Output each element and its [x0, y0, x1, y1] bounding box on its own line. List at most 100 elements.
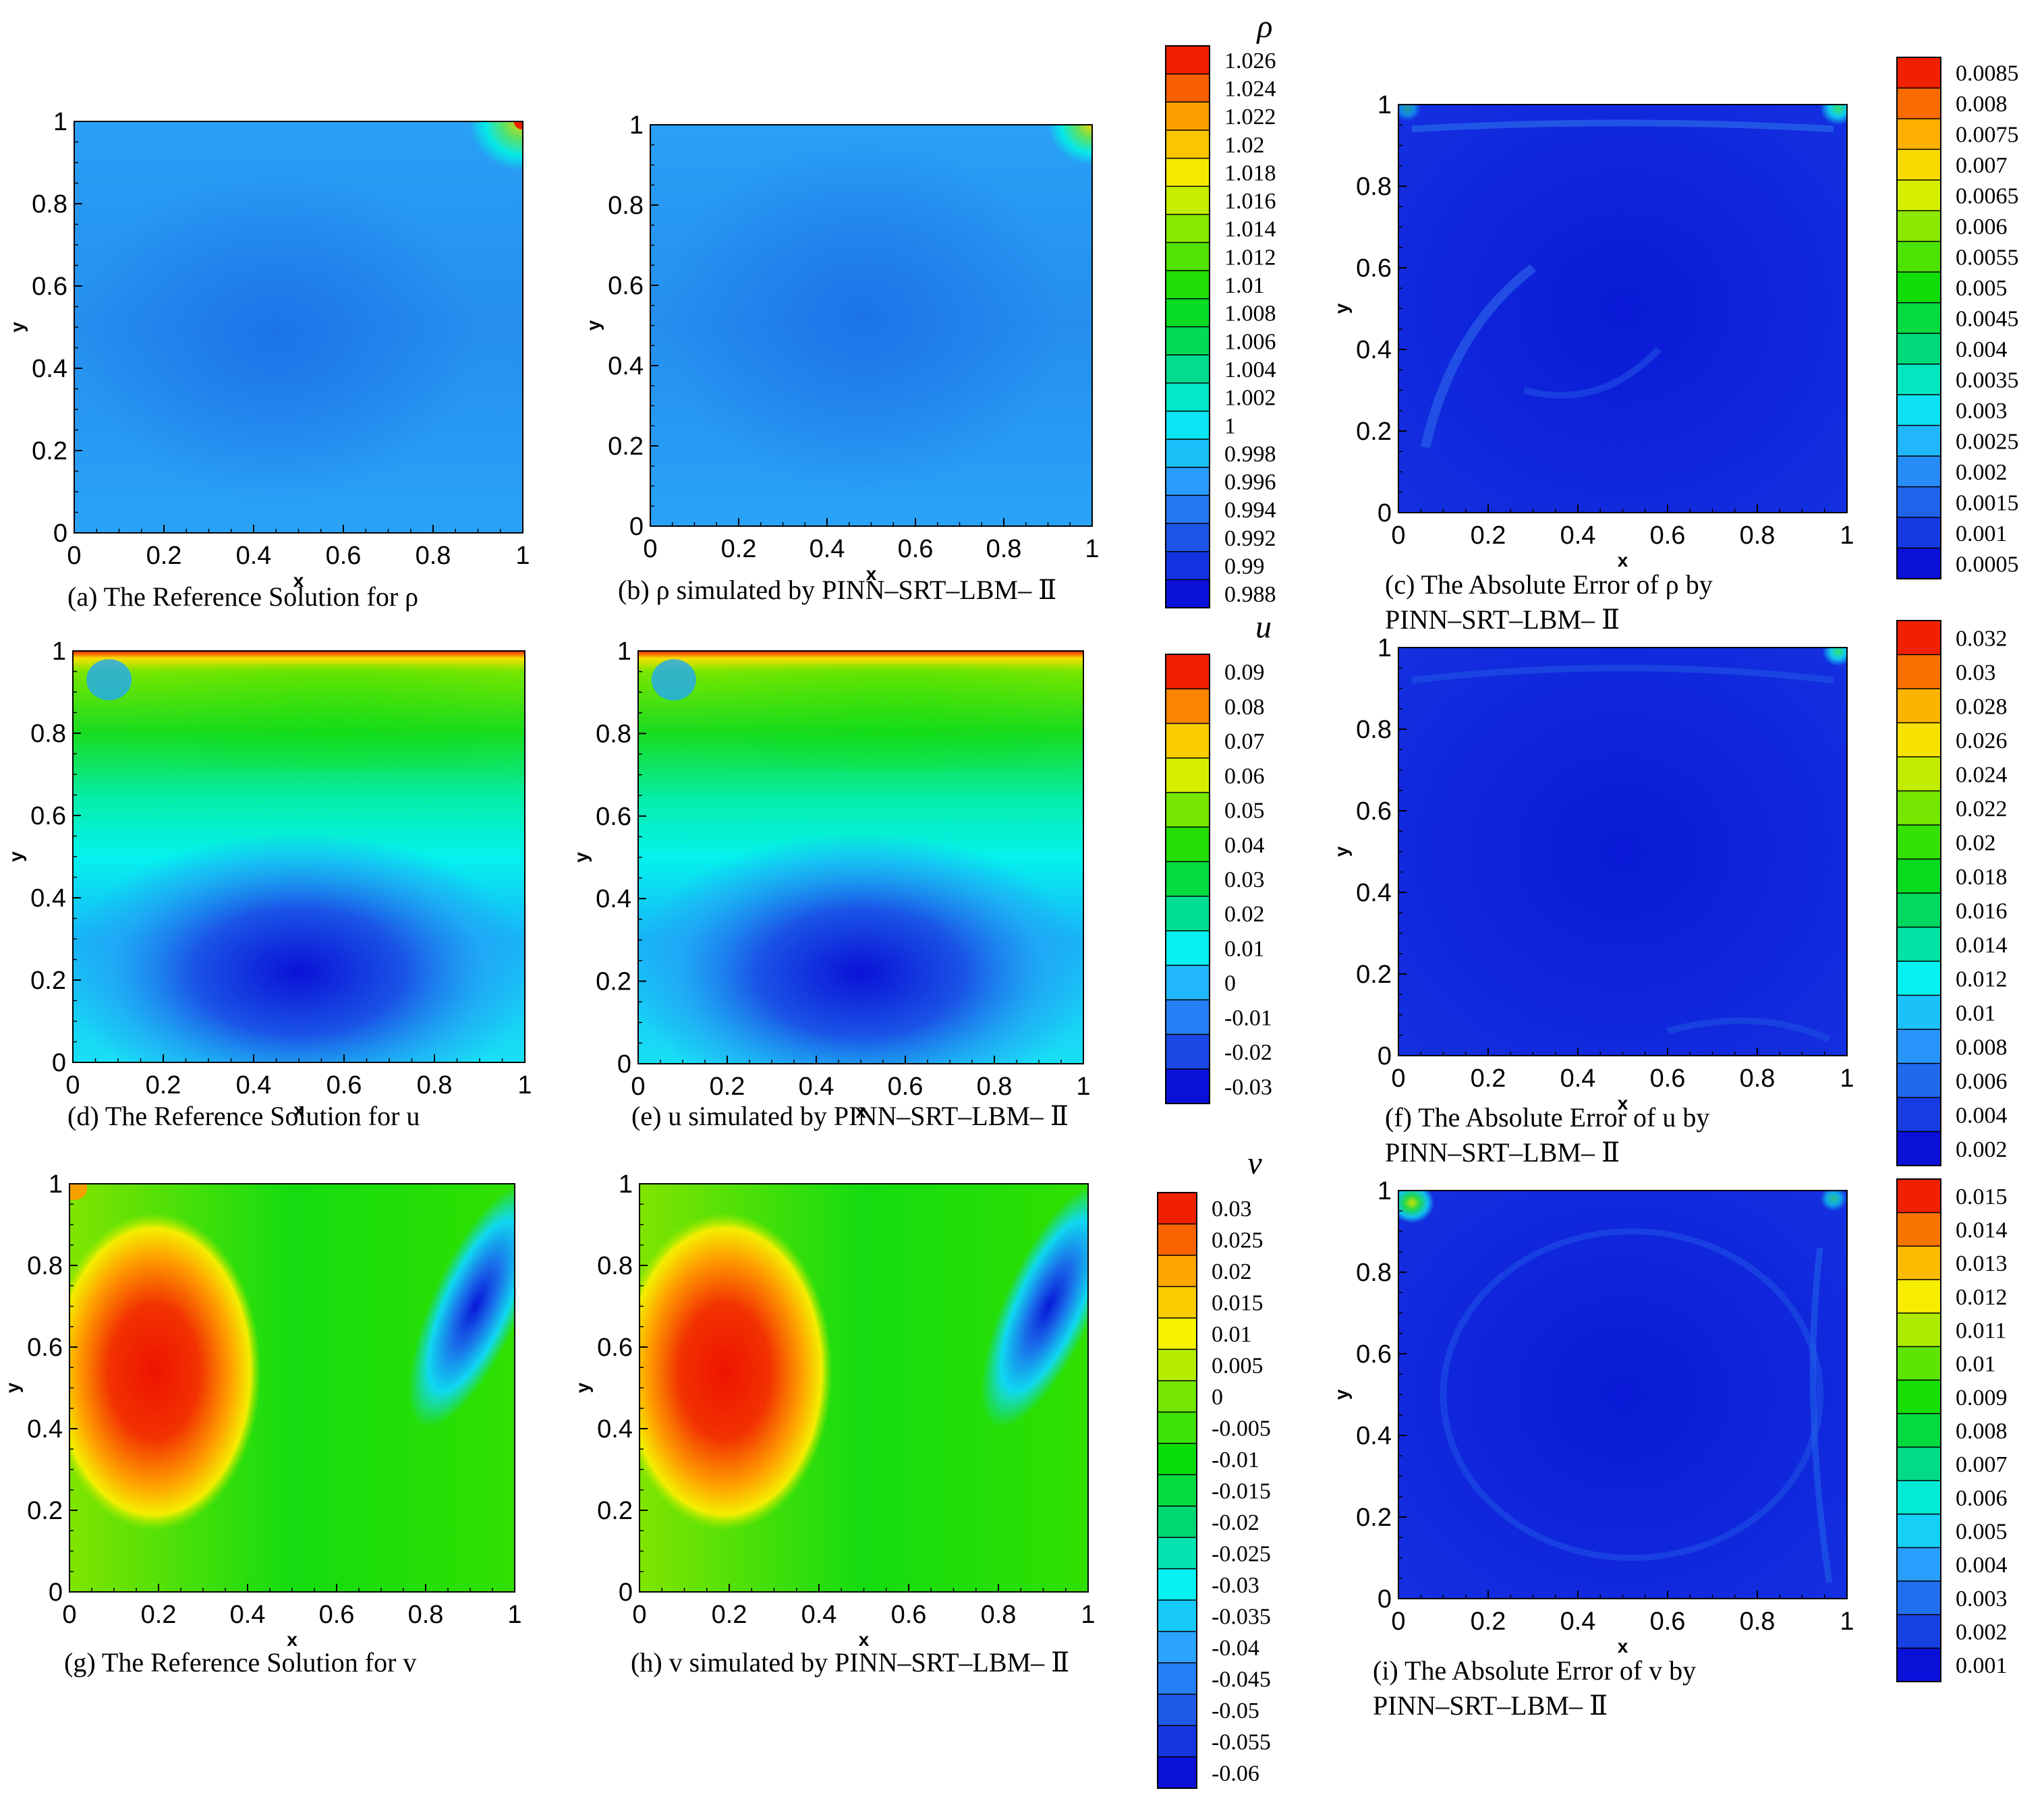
colorbar-label: 0	[1212, 1385, 1223, 1410]
colorbar-swatch	[1897, 1063, 1941, 1098]
colorbar-swatch	[1897, 961, 1941, 996]
y-axis-label: y	[571, 852, 592, 863]
colorbar-swatch	[1158, 1380, 1197, 1412]
y-tick-label: 0.6	[27, 1334, 63, 1362]
y-tick-label: 1	[629, 111, 644, 140]
y-tick-label: 1	[619, 1170, 633, 1199]
colorbar-swatch	[1158, 1537, 1197, 1570]
colorbar-label: 0.009	[1956, 1385, 2008, 1410]
colorbar-label: 0.0015	[1956, 490, 2019, 515]
colorbar-swatch	[1897, 621, 1941, 656]
colorbar-label: -0.03	[1224, 1075, 1272, 1099]
y-tick-label: 1	[53, 108, 67, 136]
colorbar-swatch	[1166, 1000, 1210, 1035]
x-tick-label: 0.2	[1471, 1607, 1506, 1636]
colorbar-swatch	[1897, 722, 1941, 757]
colorbar-swatch	[1158, 1568, 1197, 1601]
colorbar-label: 0.0035	[1956, 368, 2019, 393]
panel-e: 0 0.2 0.4 0.6 0.8 1 0 0.2 0.4 0.6 0.8 1 x y (e) u simu…	[571, 637, 1091, 1131]
field-ripple	[1809, 1247, 1833, 1583]
colorbar-label: 0.988	[1224, 582, 1276, 607]
colorbar-v: 0.03 0.025 0.02 0.015 0.01 0.005 0 -0.005 -0.01 -…	[1157, 1145, 1271, 1789]
colorbar-swatch	[1166, 965, 1210, 1000]
colorbar-swatch	[1158, 1756, 1197, 1789]
x-tick-label: 0.6	[888, 1073, 924, 1101]
x-axis-label: x	[287, 1629, 297, 1650]
colorbar-swatch	[1897, 1614, 1941, 1649]
colorbar-symbol: ρ	[1255, 9, 1272, 45]
y-tick-label: 0.2	[27, 1497, 63, 1525]
colorbar-label: 0.007	[1956, 153, 2008, 178]
x-tick-label: 1	[1840, 1064, 1854, 1093]
colorbar-label: 0.07	[1224, 729, 1265, 754]
colorbar-label: 0.015	[1956, 1184, 2008, 1209]
field-hotspot	[1820, 1191, 1847, 1211]
colorbar-label: 1.006	[1224, 329, 1276, 354]
x-tick-label: 0.6	[1650, 521, 1686, 550]
heatmap-field	[640, 1184, 1088, 1592]
colorbar-label: 0.025	[1212, 1228, 1264, 1253]
colorbar-label: 0.001	[1956, 1653, 2008, 1678]
x-tick-label: 0	[631, 1073, 645, 1101]
colorbar-label: -0.05	[1212, 1698, 1259, 1723]
x-tick-label: 0.2	[1471, 521, 1506, 550]
colorbar-label: -0.025	[1212, 1541, 1271, 1566]
y-tick-label: 1	[49, 1170, 63, 1199]
colorbar-swatch	[1897, 927, 1941, 962]
x-tick-label: 0	[1391, 1607, 1405, 1636]
colorbar-label: 1.018	[1224, 161, 1276, 185]
y-axis-label: y	[572, 1382, 593, 1393]
y-axis-label: y	[1331, 303, 1352, 314]
x-tick-label: 0.8	[981, 1601, 1017, 1629]
colorbar-swatch	[1897, 1246, 1941, 1280]
colorbar-label: 0.008	[1956, 1419, 2008, 1444]
colorbar-swatch	[1158, 1506, 1197, 1538]
field-high-corner	[1048, 125, 1092, 165]
colorbar-label: 0.015	[1212, 1291, 1264, 1316]
y-tick-label: 0.4	[597, 1415, 633, 1443]
y-axis-label: y	[5, 851, 26, 862]
panel-caption: PINN–SRT–LBM– Ⅱ	[1385, 604, 1620, 635]
colorbar-label: 0.08	[1224, 695, 1265, 720]
field-ripple	[1440, 1228, 1824, 1562]
heatmap-field	[1398, 648, 1847, 1056]
colorbar-label: 1.008	[1224, 302, 1276, 326]
y-tick-label: 0.8	[597, 1252, 633, 1280]
colorbar-swatch	[1897, 1097, 1941, 1133]
field-corner-vortex	[86, 659, 132, 701]
field-peak-corner	[513, 121, 523, 130]
colorbar-swatch	[1897, 1313, 1941, 1347]
colorbar-frame	[1896, 1178, 1941, 1682]
colorbar-label: 0.01	[1224, 936, 1265, 961]
colorbar-swatch	[1158, 1600, 1197, 1632]
x-tick-label: 0	[632, 1601, 646, 1629]
colorbar-label: -0.02	[1224, 1040, 1272, 1065]
colorbar-swatch	[1166, 326, 1210, 355]
colorbar-label: 0.002	[1956, 1620, 2008, 1645]
x-tick-label: 0.6	[898, 535, 934, 563]
colorbar-swatch	[1158, 1631, 1197, 1663]
colorbar-swatch	[1897, 791, 1941, 826]
field-ripple	[1666, 1017, 1831, 1043]
x-tick-label: 0.6	[1650, 1064, 1686, 1093]
colorbar-swatch	[1897, 893, 1941, 928]
colorbar-label: 0.006	[1956, 215, 2008, 239]
panel-d: 0 0.2 0.4 0.6 0.8 1 0 0.2 0.4 0.6 0.8 1 x y (d) The Re…	[5, 637, 532, 1131]
colorbar-label: 0.01	[1956, 1001, 1996, 1026]
y-tick-label: 0.6	[1356, 254, 1392, 283]
x-tick-label: 1	[515, 542, 530, 570]
colorbar-u: 0.09 0.08 0.07 0.06 0.05 0.04 0.03 0.02 0.01 0 -0.…	[1165, 609, 1272, 1104]
colorbar-label: 1	[1224, 413, 1236, 438]
colorbar-swatch	[1166, 757, 1210, 793]
colorbar-swatch	[1897, 57, 1941, 89]
panel-f: 0 0.2 0.4 0.6 0.8 1 0 0.2 0.4 0.6 0.8 1 x y (f) The Ab…	[1331, 634, 1854, 1168]
colorbar-swatch	[1897, 333, 1941, 365]
x-tick-label: 0.8	[416, 542, 451, 570]
x-axis-label: x	[1618, 1093, 1628, 1114]
colorbar-label: 0.996	[1224, 470, 1276, 495]
y-tick-label: 0.2	[1356, 961, 1392, 989]
colorbar-swatch	[1166, 214, 1210, 244]
field-ripple	[1523, 347, 1662, 399]
y-tick-label: 0.8	[608, 192, 644, 220]
colorbar-swatch	[1897, 1212, 1941, 1247]
